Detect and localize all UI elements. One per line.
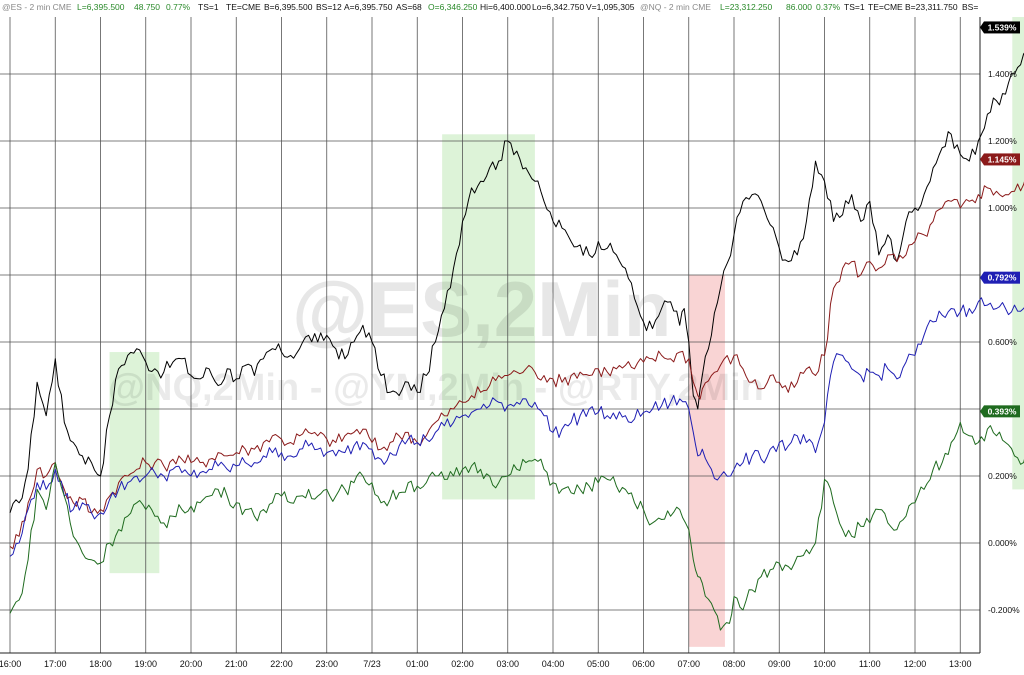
y-tick-label-0: -0.200%	[988, 605, 1020, 615]
badge-es: 1.539%	[980, 21, 1020, 34]
y-tick-label-8: 1.400%	[988, 69, 1017, 79]
watermark-main-text: @ES,2Min	[292, 265, 671, 353]
nq-symbol-label: @NQ - 2 min CME	[640, 2, 711, 12]
nq-bid-value: B=23,311.750	[905, 2, 958, 12]
x-tick-label-15: 07:00	[677, 659, 700, 669]
es-symbol-label: @ES - 2 min CME	[2, 2, 72, 12]
es-ask-value: A=6,395.750	[344, 2, 393, 12]
es-pct-value: 0.77%	[166, 2, 191, 12]
x-tick-label-21: 13:00	[949, 659, 972, 669]
x-tick-label-6: 22:00	[270, 659, 293, 669]
badge-pointer-0	[980, 21, 984, 34]
x-tick-label-10: 02:00	[451, 659, 474, 669]
x-tick-label-12: 04:00	[542, 659, 565, 669]
grid-lines	[0, 17, 981, 654]
series-line-rty	[9, 421, 1024, 631]
es-hi-value: Hi=6,400.000	[480, 2, 531, 12]
es-lo-value: Lo=6,342.750	[532, 2, 585, 12]
y-tick-label-1: 0.000%	[988, 538, 1017, 548]
es-ts-value: TS=1	[198, 2, 219, 12]
es-last-value: L=6,395.500	[77, 2, 125, 12]
x-tick-label-2: 18:00	[89, 659, 112, 669]
green-highlight-zone-1	[442, 134, 535, 500]
es-change-value: 48.750	[134, 2, 160, 12]
svg-text:@ES - 2 min CME L=6,395: @ES - 2 min CME L=6,395.500 48.750 0.77%…	[2, 2, 978, 12]
x-tick-label-4: 20:00	[180, 659, 203, 669]
badge-pointer-1	[980, 153, 984, 166]
x-tick-label-17: 09:00	[768, 659, 791, 669]
y-tick-label-7: 1.200%	[988, 136, 1017, 146]
nq-last-value: L=23,312.250	[720, 2, 773, 12]
es-bid-value: B=6,395.500	[264, 2, 313, 12]
nq-pct-value: 0.37%	[816, 2, 841, 12]
x-tick-label-8: 7/23	[363, 659, 381, 669]
y-tick-label-2: 0.200%	[988, 471, 1017, 481]
x-tick-label-13: 05:00	[587, 659, 610, 669]
y-tick-label-6: 1.000%	[988, 203, 1017, 213]
badge-pointer-3	[980, 405, 984, 418]
highlight-zones	[109, 17, 1024, 647]
nq-bs-value: BS=	[962, 2, 978, 12]
badge-value-3: 0.393%	[988, 406, 1017, 416]
badge-box-1	[984, 153, 1020, 166]
badge-nq: 0.792%	[980, 271, 1020, 284]
series-line-es	[9, 52, 1024, 514]
x-tick-label-5: 21:00	[225, 659, 248, 669]
x-tick-label-19: 11:00	[859, 659, 881, 669]
badge-box-0	[984, 21, 1020, 34]
green-highlight-zone-0	[109, 352, 160, 574]
x-tick-label-14: 06:00	[632, 659, 655, 669]
x-tick-label-16: 08:00	[723, 659, 746, 669]
x-tick-label-18: 10:00	[813, 659, 836, 669]
x-tick-label-9: 01:00	[406, 659, 429, 669]
series-line-ym	[9, 181, 1024, 550]
badge-value-2: 0.792%	[988, 273, 1017, 283]
quote-header: @ES - 2 min CME L=6,395.500 48.750 0.77%…	[2, 2, 978, 12]
es-bs-value: BS=12	[316, 2, 342, 12]
badge-box-3	[984, 405, 1020, 418]
es-te-value: TE=CME	[226, 2, 261, 12]
nq-ts-value: TS=1	[844, 2, 865, 12]
badge-value-0: 1.539%	[988, 22, 1017, 32]
badge-value-1: 1.145%	[988, 154, 1017, 164]
nq-te-value: TE=CME	[868, 2, 903, 12]
series-badges: 1.539% 1.145% 0.792% 0.393%	[980, 21, 1020, 418]
es-as-value: AS=68	[396, 2, 422, 12]
nq-change-value: 86.000	[786, 2, 812, 12]
badge-rty: 0.393%	[980, 405, 1020, 418]
es-vol-value: V=1,095,305	[586, 2, 635, 12]
x-tick-label-7: 23:00	[315, 659, 338, 669]
x-tick-label-11: 03:00	[496, 659, 519, 669]
y-tick-label-4: 0.600%	[988, 337, 1017, 347]
watermark-sub-text: @NQ,2Min - @YM,2Min - @RTY,2Min	[108, 367, 764, 409]
x-tick-label-1: 17:00	[44, 659, 67, 669]
es-open-value: O=6,346.250	[428, 2, 478, 12]
badge-pointer-2	[980, 271, 984, 284]
green-highlight-zone-3	[1012, 17, 1024, 490]
x-tick-label-0: 16:00	[0, 659, 21, 669]
x-axis: 16:00 17:00 18:00 19:00 20:00 21:00 22:00 23:00…	[0, 659, 972, 669]
x-tick-label-3: 19:00	[134, 659, 157, 669]
x-tick-label-20: 12:00	[904, 659, 927, 669]
badge-box-2	[984, 271, 1020, 284]
badge-ym: 1.145%	[980, 153, 1020, 166]
series-lines	[9, 52, 1024, 631]
series-line-nq	[9, 297, 1024, 557]
